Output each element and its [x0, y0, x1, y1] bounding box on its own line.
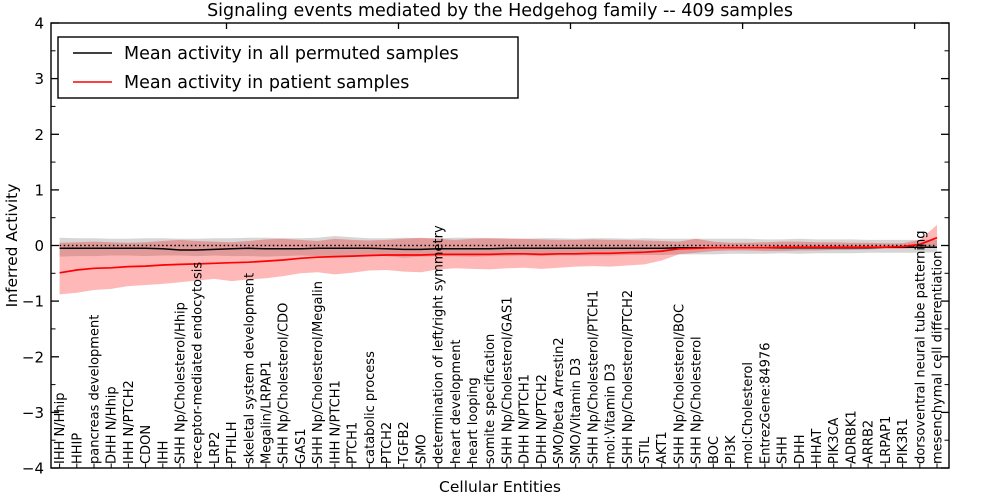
category-label: SHH Np/Cholesterol — [690, 336, 705, 464]
category-label: SHH Np/Cholesterol/Hhip — [174, 302, 189, 464]
category-label: STIL — [638, 436, 653, 464]
category-label: somite specification — [483, 334, 498, 464]
category-label: SHH Np/Cholesterol/CDO — [277, 303, 292, 464]
category-label: SMO — [414, 434, 429, 464]
category-label: CDON — [139, 425, 154, 464]
category-label: GAS1 — [294, 429, 309, 465]
category-label: TGFB2 — [397, 421, 412, 465]
category-label: EntrezGene:84976 — [758, 343, 773, 464]
category-label: SHH Np/Cholesterol/BOC — [672, 304, 687, 464]
y-tick-label: 2 — [34, 126, 44, 144]
category-label: dorsoventral neural tube patterning — [913, 231, 928, 464]
legend-label-patient: Mean activity in patient samples — [124, 73, 409, 93]
category-label: SMO/beta Arrestin2 — [552, 337, 567, 464]
chart-title: Signaling events mediated by the Hedgeho… — [207, 1, 793, 21]
category-label: BOC — [707, 436, 722, 464]
category-label: mol:Cholesterol — [741, 362, 756, 464]
y-tick-label: 1 — [34, 181, 44, 199]
category-label: DHH N/PTCH1 — [518, 374, 533, 464]
category-label: SHH — [776, 436, 791, 464]
category-label: IHH — [156, 441, 171, 464]
category-label: heart looping — [466, 377, 481, 464]
category-label: IHH N/PTCH1 — [328, 380, 343, 464]
y-tick-label: 4 — [34, 15, 44, 33]
category-label: HHIP — [70, 433, 85, 464]
category-label: heart development — [449, 339, 464, 464]
category-label: PIK3CA — [827, 417, 842, 464]
category-label: skeletal system development — [242, 273, 257, 464]
category-label: DHH — [793, 434, 808, 464]
category-label: catabolic process — [363, 351, 378, 464]
band-patient-range — [59, 224, 938, 295]
band-permuted-range — [59, 236, 938, 258]
category-label: ARRB2 — [862, 420, 877, 464]
category-label: PTHLH — [225, 421, 240, 464]
axis-ticks: 4 3 2 1 0 −1 −2 −3 −4 — [22, 15, 949, 478]
legend-label-permuted: Mean activity in all permuted samples — [124, 44, 459, 64]
y-axis-label: Inferred Activity — [3, 184, 21, 308]
category-label: pancreas development — [88, 315, 103, 464]
category-label: HHAT — [810, 429, 825, 464]
y-tick-label: 0 — [34, 237, 44, 255]
category-label: PTCH1 — [346, 422, 361, 464]
legend: Mean activity in all permuted samples Me… — [57, 36, 519, 99]
category-label: determination of left/right symmetry — [432, 225, 447, 464]
category-label: LRPAP1 — [879, 416, 894, 464]
y-tick-label: −4 — [22, 460, 44, 478]
category-label: DHH N/Hhip — [105, 386, 120, 464]
category-label: receptor-mediated endocytosis — [191, 262, 206, 464]
y-tick-label: −1 — [22, 293, 44, 311]
category-label: LRP2 — [208, 432, 223, 464]
y-tick-label: −2 — [22, 348, 44, 366]
category-label: ADRBK1 — [844, 410, 859, 464]
category-label: Megalin/LRPAP1 — [260, 360, 275, 464]
category-label: mesenchymal cell differentiation — [931, 251, 946, 464]
category-label: SHH Np/Cholesterol/PTCH1 — [586, 290, 601, 464]
series-line-patient — [59, 236, 938, 274]
category-label: PTCH2 — [380, 422, 395, 464]
category-label: PI3K — [724, 435, 739, 464]
plot-area: IHH N/Hhip HHIP pancreas development DHH N/… — [53, 224, 946, 465]
category-label: mol:Vitamin D3 — [604, 363, 619, 464]
category-label: IHH N/PTCH2 — [122, 380, 137, 464]
category-label: PIK3R1 — [896, 418, 911, 464]
x-axis-label: Cellular Entities — [439, 478, 561, 496]
legend-box — [57, 36, 519, 99]
category-label: IHH N/Hhip — [53, 393, 68, 465]
category-label: SHH Np/Cholesterol/Megalin — [311, 281, 326, 464]
y-tick-label: 3 — [34, 70, 44, 88]
y-tick-label: −3 — [22, 404, 44, 422]
category-label: SHH Np/Cholesterol/GAS1 — [500, 296, 515, 464]
category-label: DHH N/PTCH2 — [535, 374, 550, 464]
category-label: SMO/Vitamin D3 — [569, 358, 584, 464]
category-label: AKT1 — [655, 431, 670, 464]
category-label: SHH Np/Cholesterol/PTCH2 — [621, 290, 636, 464]
